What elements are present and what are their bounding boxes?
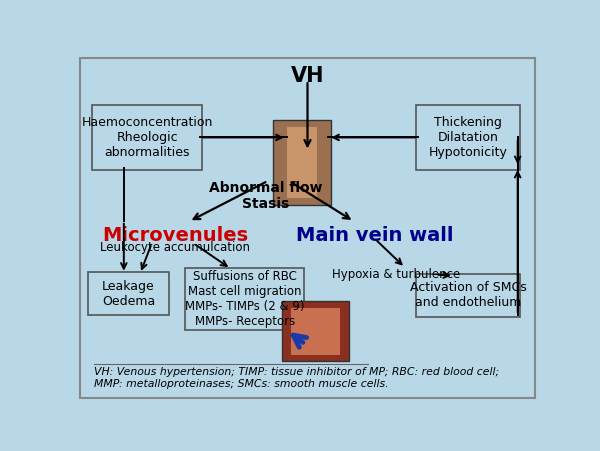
FancyBboxPatch shape [92, 106, 202, 170]
Text: Leakage
Oedema: Leakage Oedema [102, 280, 155, 308]
Text: Hypoxia & turbulence: Hypoxia & turbulence [332, 268, 460, 281]
Text: Main vein wall: Main vein wall [296, 226, 454, 245]
FancyBboxPatch shape [416, 106, 520, 170]
Text: Microvenules: Microvenules [102, 226, 248, 245]
Text: VH: VH [291, 66, 324, 86]
Text: Abnormal flow
Stasis: Abnormal flow Stasis [209, 181, 322, 211]
FancyBboxPatch shape [88, 272, 169, 315]
Text: Suffusions of RBC
Mast cell migration
MMPs- TIMPs (2 & 9)
MMPs- Receptors: Suffusions of RBC Mast cell migration MM… [185, 270, 304, 328]
Text: Thickening
Dilatation
Hypotonicity: Thickening Dilatation Hypotonicity [428, 116, 508, 159]
FancyBboxPatch shape [272, 120, 331, 205]
FancyBboxPatch shape [291, 308, 340, 354]
Text: Activation of SMCs
and endothelium: Activation of SMCs and endothelium [410, 281, 526, 309]
FancyBboxPatch shape [416, 274, 520, 317]
FancyBboxPatch shape [282, 301, 349, 361]
Text: Leukocyte accumulcation: Leukocyte accumulcation [100, 241, 250, 254]
Text: Haemoconcentration
Rheologic
abnormalities: Haemoconcentration Rheologic abnormaliti… [82, 116, 213, 159]
FancyBboxPatch shape [185, 268, 304, 330]
Text: VH: Venous hypertension; TIMP: tissue inhibitor of MP; RBC: red blood cell;
MMP:: VH: Venous hypertension; TIMP: tissue in… [94, 368, 499, 389]
FancyBboxPatch shape [287, 127, 317, 198]
